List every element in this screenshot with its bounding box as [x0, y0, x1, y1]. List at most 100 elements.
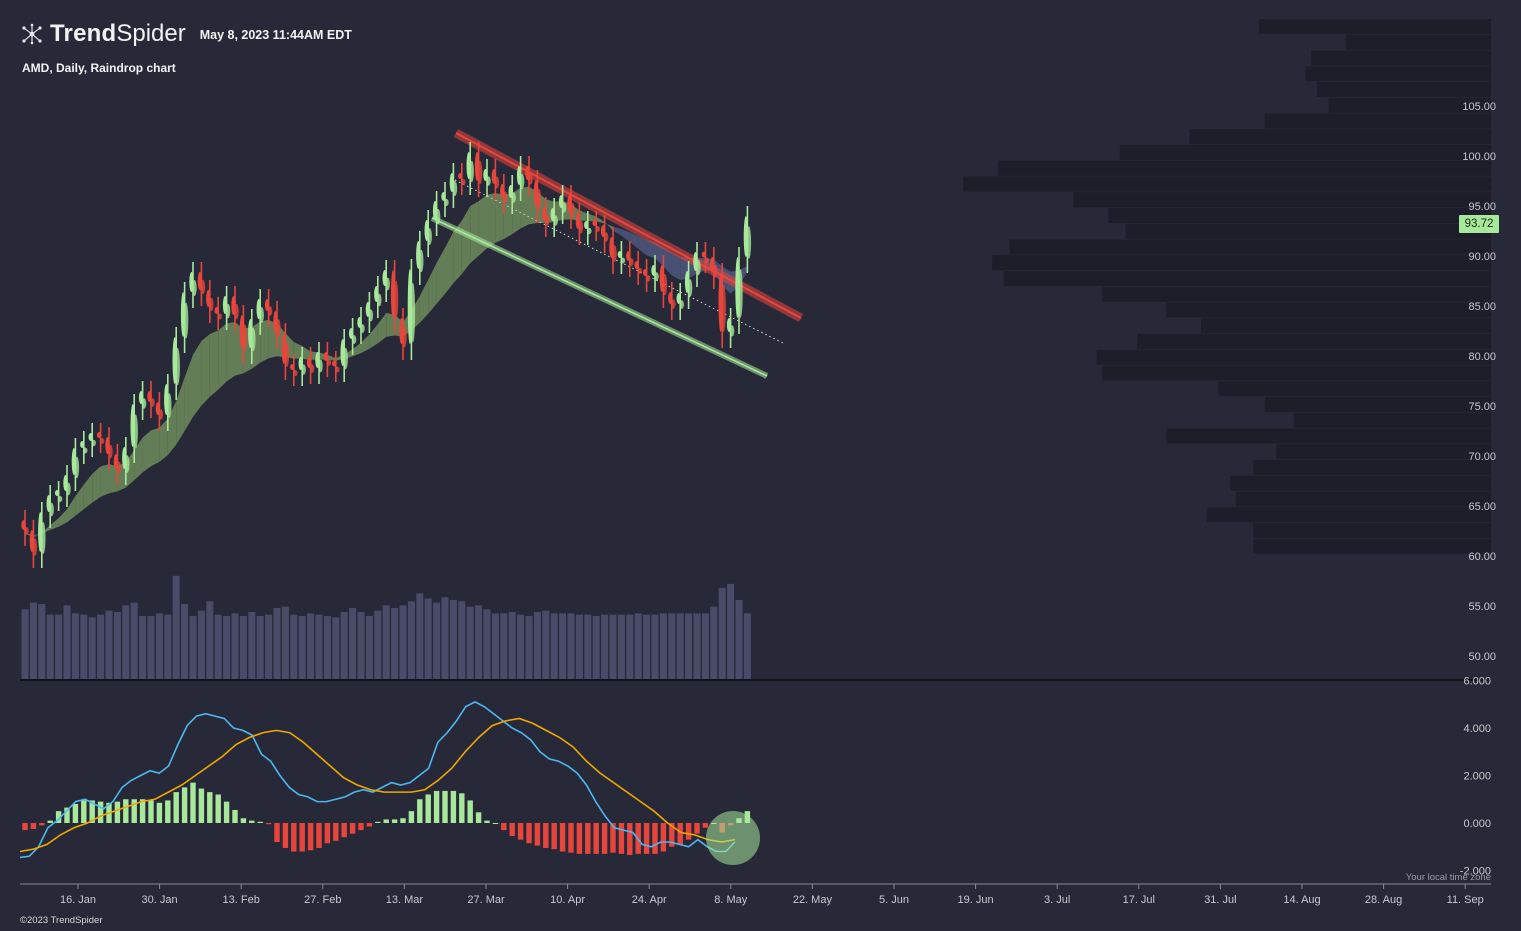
- macd-histogram-bar: [408, 811, 415, 823]
- ma-cloud-segment: [503, 193, 513, 239]
- ma-cloud-segment: [596, 216, 605, 224]
- candle-drop-right: [452, 180, 458, 197]
- macd-histogram-bar: [81, 800, 87, 823]
- candle-drop-right: [570, 202, 575, 218]
- volume-bar: [164, 614, 172, 679]
- volume-bar: [197, 610, 205, 679]
- volume-profile-bar: [1264, 397, 1491, 412]
- volume-bar: [601, 614, 609, 679]
- volume-bar: [508, 612, 516, 679]
- volume-bar: [290, 614, 298, 679]
- volume-profile-bar: [1346, 34, 1491, 50]
- ma-cloud-segment: [361, 334, 370, 354]
- macd-histogram-bar: [324, 823, 331, 844]
- price-tick-label: 60.00: [1468, 551, 1496, 563]
- candle-drop-right: [183, 302, 189, 339]
- candle-drop-right: [276, 319, 281, 337]
- volume-bar: [382, 605, 390, 679]
- volume-bar: [491, 613, 499, 679]
- volume-bar: [533, 612, 541, 679]
- macd-histogram-bar: [249, 820, 255, 823]
- time-tick-label: 17. Jul: [1123, 894, 1155, 906]
- candle-drop-left: [214, 307, 219, 314]
- candle-drop-right: [654, 272, 659, 281]
- macd-histogram-bar: [568, 823, 574, 853]
- macd-histogram-bar: [207, 792, 213, 823]
- candle-drop-left: [483, 169, 488, 181]
- last-price-badge: 93.72: [1459, 215, 1499, 233]
- trendlines[interactable]: [430, 129, 804, 379]
- macd-histogram-bar: [652, 823, 658, 854]
- candle-drop-right: [410, 282, 416, 343]
- macd-histogram-bar: [585, 823, 591, 854]
- candle-drop-right: [309, 364, 315, 373]
- candle-drop-right: [536, 188, 542, 211]
- volume-bar: [542, 610, 550, 679]
- ma-cloud-segment: [386, 312, 395, 337]
- volume-bar: [584, 614, 592, 679]
- macd-histogram-bar: [64, 807, 70, 823]
- candle-drop-right: [242, 324, 248, 351]
- volume-profile-bar: [1253, 538, 1491, 554]
- ma-cloud-segment: [109, 464, 118, 494]
- ma-cloud-segment: [621, 229, 630, 243]
- candle-drop-right: [620, 257, 626, 264]
- price-axis: 105.00 100.00 95.00 90.00 85.00 80.00 75.00 70.…: [1462, 101, 1496, 663]
- macd-tick-label: 0.000: [1463, 818, 1491, 830]
- ma-cloud-segment: [142, 430, 151, 473]
- volume-bar: [609, 614, 617, 679]
- candle-drop-right: [301, 364, 306, 375]
- macd-histogram-bar: [30, 823, 37, 829]
- support-line-core: [431, 217, 768, 377]
- volume-profile-bar: [1328, 97, 1491, 113]
- macd-axis: 6.000 4.000 2.000 0.000 -2.000: [1460, 676, 1491, 878]
- candle-drop-right: [519, 173, 525, 190]
- volume-profile-bar: [1259, 19, 1491, 34]
- macd-histogram-bar: [265, 823, 272, 825]
- macd-histogram-bar: [677, 823, 683, 845]
- ma-cloud-segment: [302, 345, 311, 360]
- time-tick-label: 19. Jun: [958, 894, 994, 906]
- candle-drop-left: [88, 433, 93, 441]
- macd-histogram-bar: [139, 799, 146, 823]
- volume-bar: [727, 583, 735, 679]
- volume-bar: [38, 603, 46, 679]
- volume-bar: [46, 614, 54, 679]
- volume-bar: [105, 610, 113, 679]
- volume-bar: [332, 617, 340, 679]
- ma-cloud-segment: [428, 262, 437, 314]
- volume-bar: [458, 601, 466, 679]
- candle-drop-left: [626, 251, 631, 261]
- volume-bar: [273, 607, 281, 679]
- volume-bar: [735, 599, 743, 679]
- volume-bar: [139, 616, 147, 679]
- macd-histogram-bar: [660, 823, 667, 852]
- macd-histogram-bar: [484, 820, 490, 823]
- candle-drop-right: [729, 325, 735, 337]
- candle-drop-right: [427, 228, 432, 245]
- volume-bar: [323, 616, 331, 679]
- volume-bar: [80, 614, 88, 679]
- ma-cloud-segment: [83, 473, 93, 510]
- candle-drop-left: [332, 360, 337, 367]
- candle-drop-right: [503, 191, 508, 203]
- candle-drop-left: [147, 391, 152, 402]
- candle-drop-right: [545, 214, 550, 226]
- candle-drop-left: [264, 299, 270, 311]
- volume-profile-bar: [1003, 271, 1491, 286]
- volume-bar: [475, 605, 483, 679]
- signal-line: [19, 717, 736, 853]
- macd-histogram-bar: [47, 820, 53, 823]
- candle-drop-right: [511, 192, 516, 203]
- candle-drop-right: [259, 307, 264, 323]
- volume-bar: [357, 612, 365, 679]
- macd-histogram-bar: [97, 801, 104, 823]
- volume-profile-bar: [998, 160, 1491, 176]
- candle-drop-right: [125, 455, 130, 473]
- volume-bar: [685, 613, 693, 679]
- candle-drop-right: [251, 327, 256, 352]
- brand-name-light: Spider: [116, 20, 186, 47]
- macd-line: [19, 700, 736, 859]
- volume-profile-bar: [1108, 208, 1491, 223]
